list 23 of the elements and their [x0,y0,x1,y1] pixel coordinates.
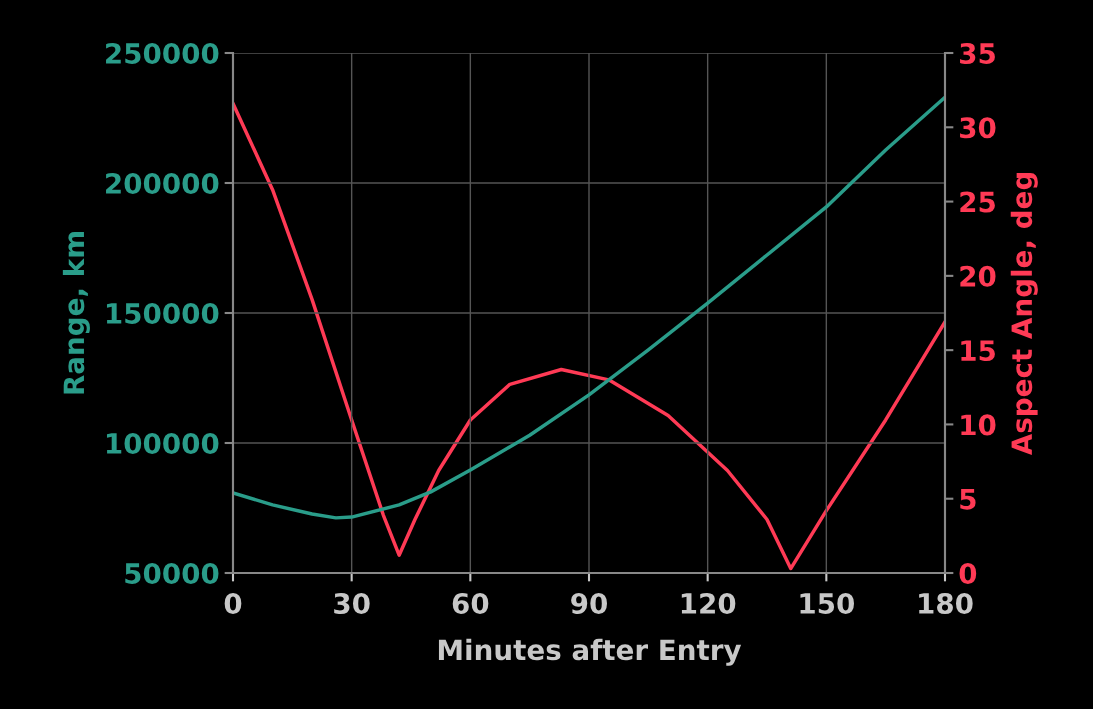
y2-tick-label: 35 [960,42,995,64]
y-tick-label: 250000 [106,42,219,64]
y2-tick-label: 20 [960,265,996,287]
y-tick-label: 150000 [106,302,219,324]
y2-tick-label: 25 [960,191,995,213]
y2-tick-label: 10 [961,414,996,436]
x-tick-label: 30 [334,592,370,614]
x-tick-label: 180 [919,592,973,614]
x-tick-label: 150 [800,592,854,614]
y2-axis-title: Aspect Angle, deg [1010,173,1038,456]
y-tick-label: 200000 [106,172,219,194]
x-tick-label: 120 [681,592,736,614]
y2-tick-label: 0 [959,562,977,584]
y2-tick-label: 15 [961,340,995,362]
y2-tick-label: 30 [960,117,996,139]
x-axis-title: Minutes after Entry [438,638,742,666]
y2-tick-label: 5 [960,489,976,510]
y-tick-label: 100000 [106,432,219,454]
x-tick-label: 90 [571,592,607,614]
x-tick-label: 0 [224,592,242,614]
y-axis-title: Range, km [62,232,90,394]
x-tick-label: 60 [452,592,489,614]
y-tick-label: 50000 [125,562,219,584]
